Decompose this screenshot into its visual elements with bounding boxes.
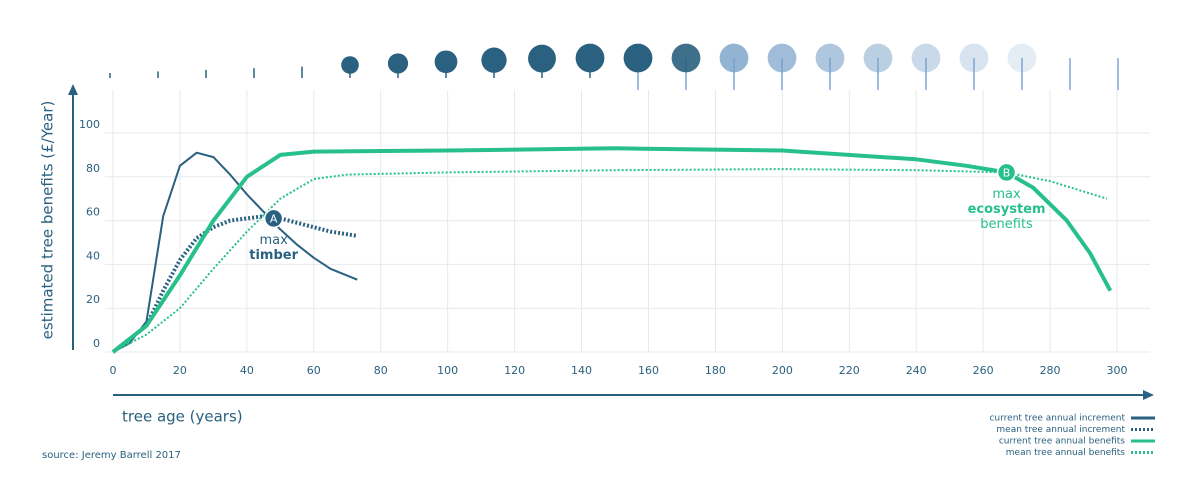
x-tick-label: 220 bbox=[839, 364, 860, 377]
x-tick-label: 140 bbox=[571, 364, 592, 377]
annotation-text: ecosystem bbox=[968, 202, 1046, 217]
y-tick-label: 100 bbox=[79, 118, 100, 131]
legend-label: mean tree annual increment bbox=[996, 425, 1125, 435]
x-tick-label: 300 bbox=[1107, 364, 1128, 377]
y-tick-label: 40 bbox=[86, 249, 100, 262]
x-tick-label: 20 bbox=[173, 364, 187, 377]
tree-crown bbox=[434, 50, 458, 74]
annotation-text: benefits bbox=[980, 217, 1033, 232]
y-axis-arrowhead bbox=[68, 84, 78, 95]
x-tick-label: 260 bbox=[973, 364, 994, 377]
x-axis-label: tree age (years) bbox=[122, 408, 243, 426]
x-tick-label: 120 bbox=[504, 364, 525, 377]
x-tick-label: 180 bbox=[705, 364, 726, 377]
y-tick-label: 60 bbox=[86, 206, 100, 219]
tree-crown bbox=[911, 43, 941, 73]
annotation-letter: B bbox=[1003, 166, 1011, 179]
x-tick-label: 60 bbox=[307, 364, 321, 377]
tree-crown bbox=[623, 43, 653, 73]
series-line bbox=[111, 146, 1113, 354]
x-tick-label: 200 bbox=[772, 364, 793, 377]
y-tick-label: 80 bbox=[86, 162, 100, 175]
tree-crown bbox=[481, 47, 507, 73]
x-tick-label: 280 bbox=[1040, 364, 1061, 377]
series-line bbox=[111, 214, 358, 354]
legend-label: current tree annual benefits bbox=[999, 437, 1125, 447]
y-tick-label: 20 bbox=[86, 293, 100, 306]
source: source: Jeremy Barrell 2017 bbox=[42, 450, 181, 461]
legend-label: current tree annual increment bbox=[989, 414, 1125, 424]
tree-crown bbox=[767, 43, 797, 73]
x-tick-label: 160 bbox=[638, 364, 659, 377]
x-tick-label: 100 bbox=[437, 364, 458, 377]
annotation-text: max bbox=[259, 233, 288, 248]
x-axis-arrowhead bbox=[1143, 390, 1154, 400]
annotation-marker bbox=[263, 208, 284, 229]
x-tick-label: 240 bbox=[906, 364, 927, 377]
annotation-letter: A bbox=[270, 212, 278, 225]
tree-crown bbox=[671, 43, 701, 73]
tree-illustrations bbox=[109, 43, 1119, 90]
tree-crown bbox=[341, 56, 359, 74]
tree-crown bbox=[959, 43, 989, 73]
y-axis-label: estimated tree benefits (£/Year) bbox=[39, 101, 57, 340]
annotation-marker bbox=[996, 162, 1017, 183]
annotation-text: timber bbox=[249, 248, 298, 263]
tree-crown bbox=[1007, 43, 1037, 73]
tree-crown bbox=[863, 43, 893, 73]
tree-crown bbox=[575, 43, 605, 73]
tree-crown bbox=[719, 43, 749, 73]
y-tick-label: 0 bbox=[93, 337, 100, 350]
x-tick-label: 0 bbox=[110, 364, 117, 377]
tree-crown bbox=[387, 53, 409, 74]
legend-label: mean tree annual benefits bbox=[1006, 448, 1126, 458]
series-line bbox=[112, 151, 358, 353]
x-tick-label: 40 bbox=[240, 364, 254, 377]
tree-crown bbox=[815, 43, 845, 73]
tree-crown bbox=[528, 44, 556, 73]
x-tick-label: 80 bbox=[374, 364, 388, 377]
annotation-text: max bbox=[992, 187, 1021, 202]
series-line bbox=[112, 168, 1108, 353]
